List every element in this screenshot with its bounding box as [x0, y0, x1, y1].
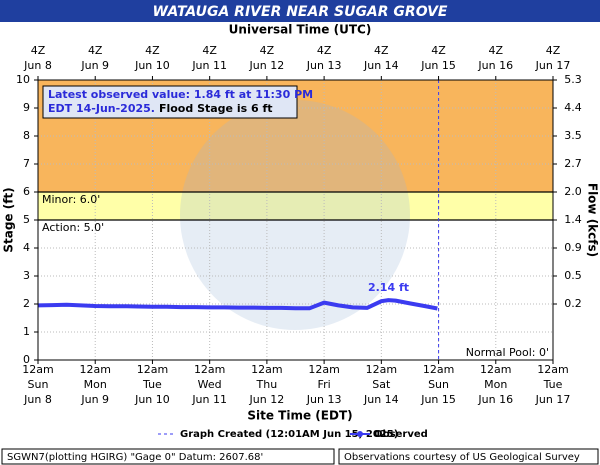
x-tick-weekday: Mon — [84, 378, 107, 391]
x-tick-weekday: Sat — [372, 378, 391, 391]
y2-tick-label: 0.2 — [564, 297, 582, 310]
chart-title: WATAUGA RIVER NEAR SUGAR GROVE — [153, 4, 448, 20]
info-date: EDT 14-Jun-2025. — [48, 102, 155, 115]
y2-tick-label: 4.4 — [564, 101, 582, 114]
y-tick-label: 1 — [23, 325, 30, 338]
x2-axis-title: Universal Time (UTC) — [229, 23, 372, 37]
x-tick-weekday: Tue — [543, 378, 563, 391]
y-tick-label: 2 — [23, 297, 30, 310]
x2-tick-date: Jun 14 — [363, 59, 399, 72]
x-tick-label: 12am — [366, 363, 397, 376]
y2-tick-label: 1.4 — [564, 213, 582, 226]
x2-tick-label: 4Z — [546, 44, 561, 57]
footer-box — [338, 448, 599, 465]
x2-tick-label: 4Z — [145, 44, 160, 57]
legend-label: Observed — [374, 429, 428, 440]
y-tick-label: 4 — [23, 241, 30, 254]
x-axis-title: Site Time (EDT) — [247, 409, 352, 423]
x-tick-date: Jun 8 — [23, 393, 52, 406]
y-tick-label: 0 — [23, 353, 30, 366]
x2-tick-date: Jun 9 — [80, 59, 109, 72]
footer-left: SGWN7(plotting HGIRG) "Gage 0" Datum: 26… — [7, 452, 263, 463]
x-tick-label: 12am — [194, 363, 225, 376]
x-tick-label: 12am — [480, 363, 511, 376]
x-tick-weekday: Mon — [484, 378, 507, 391]
x2-tick-label: 4Z — [31, 44, 46, 57]
footer-box — [1, 448, 335, 465]
watermark — [180, 100, 410, 330]
x2-tick-label: 4Z — [260, 44, 275, 57]
x2-tick-date: Jun 10 — [134, 59, 170, 72]
x2-tick-label: 4Z — [489, 44, 504, 57]
legend-label: Graph Created (12:01AM Jun 15, 2025) — [180, 429, 398, 440]
y2-tick-label: 0.5 — [564, 269, 582, 282]
x-tick-weekday: Tue — [142, 378, 162, 391]
peak-label: 2.14 ft — [368, 281, 409, 294]
series-line — [37, 298, 438, 311]
y-tick-label: 5 — [23, 213, 30, 226]
legend-swatch — [357, 431, 363, 437]
x-tick-weekday: Sun — [428, 378, 449, 391]
x2-tick-date: Jun 17 — [535, 59, 571, 72]
x-tick-date: Jun 17 — [535, 393, 571, 406]
y2-tick-label: 0.9 — [564, 241, 582, 254]
x2-tick-label: 4Z — [317, 44, 332, 57]
x-tick-date: Jun 16 — [477, 393, 513, 406]
y-tick-label: 6 — [23, 185, 30, 198]
y-axis-title: Stage (ft) — [2, 187, 16, 252]
threshold-label: Action: 5.0' — [42, 221, 104, 234]
x2-tick-date: Jun 15 — [420, 59, 456, 72]
x-tick-weekday: Sun — [28, 378, 49, 391]
x-tick-label: 12am — [79, 363, 110, 376]
y-tick-label: 10 — [16, 73, 30, 86]
y-tick-label: 9 — [23, 101, 30, 114]
x-tick-label: 12am — [251, 363, 282, 376]
x-tick-date: Jun 13 — [306, 393, 342, 406]
normal-pool-label: Normal Pool: 0' — [466, 346, 549, 359]
info-line: Latest observed value: 1.84 ft at 11:30 … — [48, 88, 313, 101]
x-tick-weekday: Fri — [318, 378, 331, 391]
x-tick-label: 12am — [22, 363, 53, 376]
info-box — [42, 85, 298, 119]
info-flood: Flood Stage is 6 ft — [159, 102, 273, 115]
x2-tick-label: 4Z — [88, 44, 103, 57]
flood-band — [38, 192, 553, 220]
plot-frame — [37, 79, 554, 361]
y-tick-label: 7 — [23, 157, 30, 170]
y2-tick-label: 5.3 — [564, 73, 582, 86]
footer-right: Observations courtesy of US Geological S… — [344, 452, 580, 463]
x-tick-date: Jun 10 — [134, 393, 170, 406]
y2-axis-title: Flow (kcfs) — [586, 183, 600, 257]
y-tick-label: 8 — [23, 129, 30, 142]
x-tick-date: Jun 9 — [80, 393, 109, 406]
y2-tick-label: 2.7 — [564, 157, 582, 170]
threshold-label: Minor: 6.0' — [42, 193, 100, 206]
x2-tick-label: 4Z — [431, 44, 446, 57]
y2-tick-label: 3.5 — [564, 129, 582, 142]
x-tick-label: 12am — [137, 363, 168, 376]
x2-tick-date: Jun 11 — [191, 59, 227, 72]
y-tick-label: 3 — [23, 269, 30, 282]
title-bar — [0, 0, 600, 22]
x-tick-weekday: Thu — [256, 378, 278, 391]
x2-tick-label: 4Z — [202, 44, 217, 57]
y2-tick-label: 2.0 — [564, 185, 582, 198]
x-tick-label: 12am — [537, 363, 568, 376]
info-line: EDT 14-Jun-2025. Flood Stage is 6 ft — [48, 102, 273, 115]
x2-tick-date: Jun 16 — [477, 59, 513, 72]
x-tick-label: 12am — [423, 363, 454, 376]
x2-tick-label: 4Z — [374, 44, 389, 57]
x2-tick-date: Jun 12 — [249, 59, 285, 72]
x-tick-date: Jun 12 — [249, 393, 285, 406]
x-tick-weekday: Wed — [198, 378, 222, 391]
x-tick-date: Jun 15 — [420, 393, 456, 406]
x2-tick-date: Jun 13 — [306, 59, 342, 72]
x-tick-label: 12am — [308, 363, 339, 376]
x-tick-date: Jun 11 — [191, 393, 227, 406]
x2-tick-date: Jun 8 — [23, 59, 52, 72]
x-tick-date: Jun 14 — [363, 393, 399, 406]
